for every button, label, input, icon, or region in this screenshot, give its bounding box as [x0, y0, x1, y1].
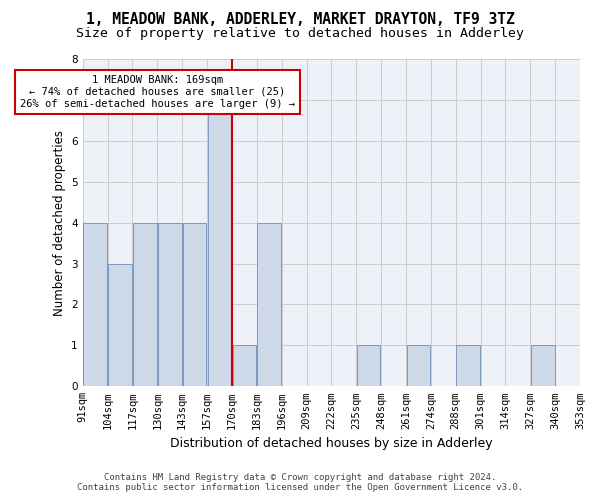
Text: Contains HM Land Registry data © Crown copyright and database right 2024.
Contai: Contains HM Land Registry data © Crown c… — [77, 473, 523, 492]
Bar — [133, 222, 157, 386]
Text: 1, MEADOW BANK, ADDERLEY, MARKET DRAYTON, TF9 3TZ: 1, MEADOW BANK, ADDERLEY, MARKET DRAYTON… — [86, 12, 514, 28]
Bar — [208, 100, 232, 386]
Bar — [233, 346, 256, 387]
Bar — [357, 346, 380, 387]
Bar — [457, 346, 480, 387]
Bar — [83, 222, 107, 386]
Text: Size of property relative to detached houses in Adderley: Size of property relative to detached ho… — [76, 28, 524, 40]
Bar — [257, 222, 281, 386]
Text: 1 MEADOW BANK: 169sqm
← 74% of detached houses are smaller (25)
26% of semi-deta: 1 MEADOW BANK: 169sqm ← 74% of detached … — [20, 76, 295, 108]
Y-axis label: Number of detached properties: Number of detached properties — [53, 130, 66, 316]
Bar — [158, 222, 182, 386]
X-axis label: Distribution of detached houses by size in Adderley: Distribution of detached houses by size … — [170, 437, 493, 450]
Bar — [531, 346, 554, 387]
Bar — [108, 264, 132, 386]
Bar — [183, 222, 206, 386]
Bar — [407, 346, 430, 387]
